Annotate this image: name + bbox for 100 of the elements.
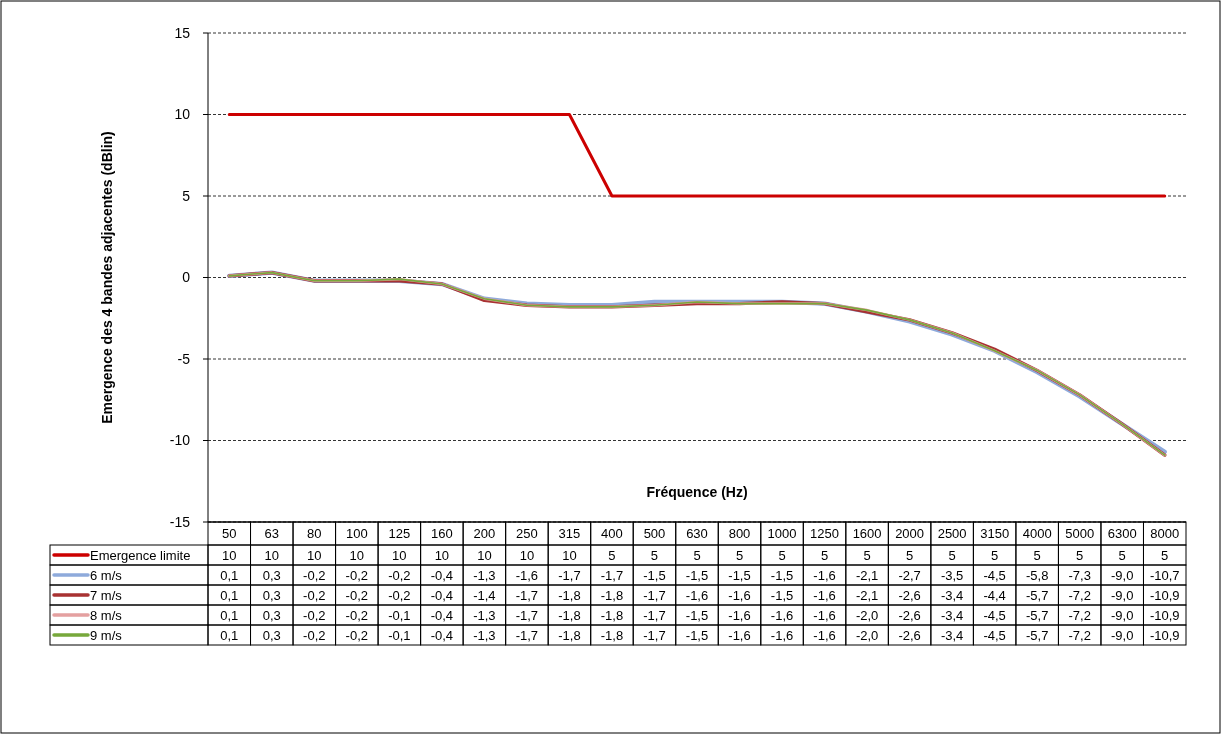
data-label: -1,6 [813,627,836,643]
data-label: -1,5 [643,567,666,583]
data-label: -1,5 [685,567,709,583]
data-label: -10,7 [1149,567,1180,583]
data-label: -3,4 [940,627,964,643]
data-label: 10 [307,547,322,563]
x-tick-label: 63 [264,526,280,542]
data-label: -1,7 [643,627,666,643]
data-label: 5 [650,547,659,563]
data-label: -7,3 [1068,567,1091,583]
data-label: 10 [264,547,280,563]
x-tick-label: 800 [728,526,751,542]
data-label: 5 [991,547,999,563]
x-tick-label: 500 [643,526,666,542]
data-label: -0,2 [345,607,369,623]
data-label: -1,6 [728,587,751,603]
data-label: 5 [693,547,701,563]
data-label: 10 [349,547,365,563]
data-label: -4,5 [983,567,1006,583]
data-label: 10 [392,547,407,563]
data-label: 5 [778,547,786,563]
data-label: 0,3 [262,627,281,643]
data-label: 10 [434,547,450,563]
data-label: -1,5 [685,627,709,643]
data-label: -3,4 [940,587,964,603]
data-label: -1,7 [515,587,539,603]
x-tick-label: 5000 [1065,526,1095,542]
x-tick-label: 630 [686,526,708,542]
data-label: -1,7 [600,567,624,583]
data-label: 5 [905,547,914,563]
data-label: -5,7 [1025,607,1049,623]
data-label: -2,1 [855,587,879,603]
data-label: -2,0 [855,627,879,643]
data-label: -7,2 [1068,627,1091,643]
y-axis-title: Emergence des 4 bandes adjacentes (dBlin) [99,131,115,424]
data-label: -0,2 [345,587,369,603]
data-label: 5 [1033,547,1041,563]
data-label: -4,5 [983,607,1006,623]
data-label: 5 [1118,547,1126,563]
x-tick-label: 3150 [980,526,1010,542]
data-label: -0,2 [303,607,326,623]
data-label: -1,6 [728,627,751,643]
data-label: 0,1 [220,587,239,603]
x-tick-label: 80 [307,526,322,542]
data-label: -1,8 [600,607,624,623]
data-label: 5 [863,547,871,563]
data-label: -0,4 [430,627,454,643]
y-tick-label: 15 [174,24,191,41]
data-label: 5 [1161,547,1169,563]
data-label: -1,5 [770,567,794,583]
legend-label: 9 m/s [90,627,123,643]
x-tick-label: 2500 [937,526,967,542]
data-label: -1,6 [813,607,836,623]
data-label: -5,8 [1025,567,1049,583]
legend-label: Emergence limite [90,547,191,563]
data-label: -0,4 [430,567,454,583]
data-label: 10 [562,547,577,563]
data-label: 5 [1076,547,1084,563]
data-label: -1,5 [770,587,794,603]
data-label: -4,4 [983,587,1006,603]
data-label: -7,2 [1068,607,1091,623]
data-label: 5 [735,547,744,563]
data-label: -0,2 [303,587,326,603]
data-label: -9,0 [1111,587,1134,603]
data-label: 10 [519,547,535,563]
legend-label: 7 m/s [90,587,123,603]
x-tick-label: 1600 [852,526,882,542]
data-label: -1,8 [558,587,581,603]
data-label: -1,6 [770,627,794,643]
data-label: -0,2 [345,627,369,643]
data-label: -0,4 [430,587,454,603]
data-label: -1,5 [685,607,709,623]
data-label: -2,6 [898,587,921,603]
data-label: -9,0 [1111,567,1134,583]
data-label: -1,6 [685,587,709,603]
data-label: -1,7 [515,607,539,623]
x-tick-label: 100 [345,526,368,542]
data-label: 0,1 [220,607,239,623]
data-label: -2,1 [855,567,879,583]
data-label: -0,2 [388,567,411,583]
data-label: -1,3 [473,627,496,643]
data-label: -0,2 [303,627,326,643]
x-tick-label: 1000 [767,526,797,542]
data-label: -1,5 [728,567,751,583]
data-label: -5,7 [1025,627,1049,643]
y-tick-label: 5 [182,187,191,204]
data-label: 0,1 [220,567,239,583]
data-label: -0,1 [388,607,411,623]
data-label: -1,6 [770,607,794,623]
data-label: -1,6 [813,567,836,583]
data-label: -0,1 [388,627,411,643]
data-label: -0,4 [430,607,454,623]
data-label: -1,6 [515,567,539,583]
data-label: -0,2 [345,567,369,583]
data-label: -9,0 [1111,607,1134,623]
data-label: -1,8 [558,627,581,643]
data-label: -1,6 [813,587,836,603]
data-label: 0,1 [220,627,239,643]
data-label: -3,4 [940,607,964,623]
data-label: -1,6 [728,607,751,623]
